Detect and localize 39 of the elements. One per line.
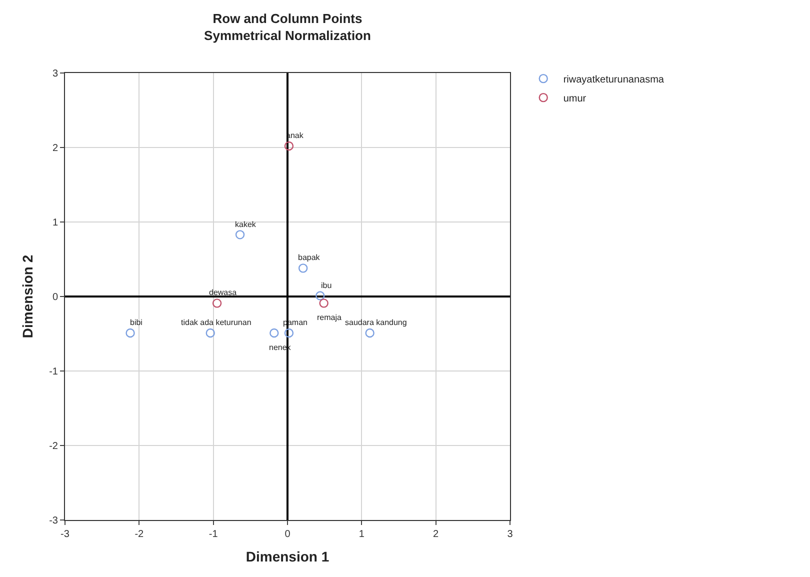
x-tick-label: -2: [134, 529, 144, 540]
y-tick-label: 1: [52, 218, 58, 228]
x-tick-label: 3: [507, 529, 514, 540]
x-tick-label: -3: [60, 529, 70, 540]
point: [319, 298, 328, 308]
point: [365, 328, 374, 338]
point: [284, 328, 294, 338]
y-tick-label: -1: [49, 366, 58, 378]
annotation: dewasa: [209, 288, 238, 297]
point: [206, 328, 215, 338]
point: [235, 230, 245, 240]
x-tick-label: 2: [433, 529, 440, 540]
y-tick-label: 2: [52, 143, 58, 154]
x-tick-label: 0: [284, 529, 291, 540]
annotation: ibu: [321, 281, 332, 290]
annotation: bapak: [298, 253, 321, 262]
point: [316, 291, 325, 300]
point: [212, 298, 222, 308]
y-tick-label: 0: [52, 292, 58, 303]
point: [126, 328, 135, 338]
x-tick-label: -1: [208, 529, 218, 540]
y-tick-label: -3: [49, 516, 58, 526]
y-axis-title: Dimension 2: [20, 254, 36, 338]
legend-label: umur: [563, 93, 587, 104]
annotation: kakek: [235, 220, 257, 229]
x-axis-title: Dimension 1: [246, 548, 330, 564]
annotation: saudara kandung: [345, 318, 407, 327]
y-tick-label: -2: [49, 441, 58, 452]
chart-subtitle: Symmetrical Normalization: [204, 28, 371, 43]
point: [270, 328, 279, 338]
y-tick-label: 3: [52, 68, 58, 80]
point: [298, 264, 308, 273]
point: [284, 141, 294, 151]
annotation: bibi: [130, 318, 143, 327]
chart-title: Row and Column Points: [212, 11, 362, 26]
annotation: tidak ada keturunan: [181, 318, 252, 327]
x-tick-label: 1: [358, 529, 365, 540]
annotation: remaja: [317, 313, 342, 322]
legend-label: riwayatketurunanasma: [563, 74, 664, 86]
